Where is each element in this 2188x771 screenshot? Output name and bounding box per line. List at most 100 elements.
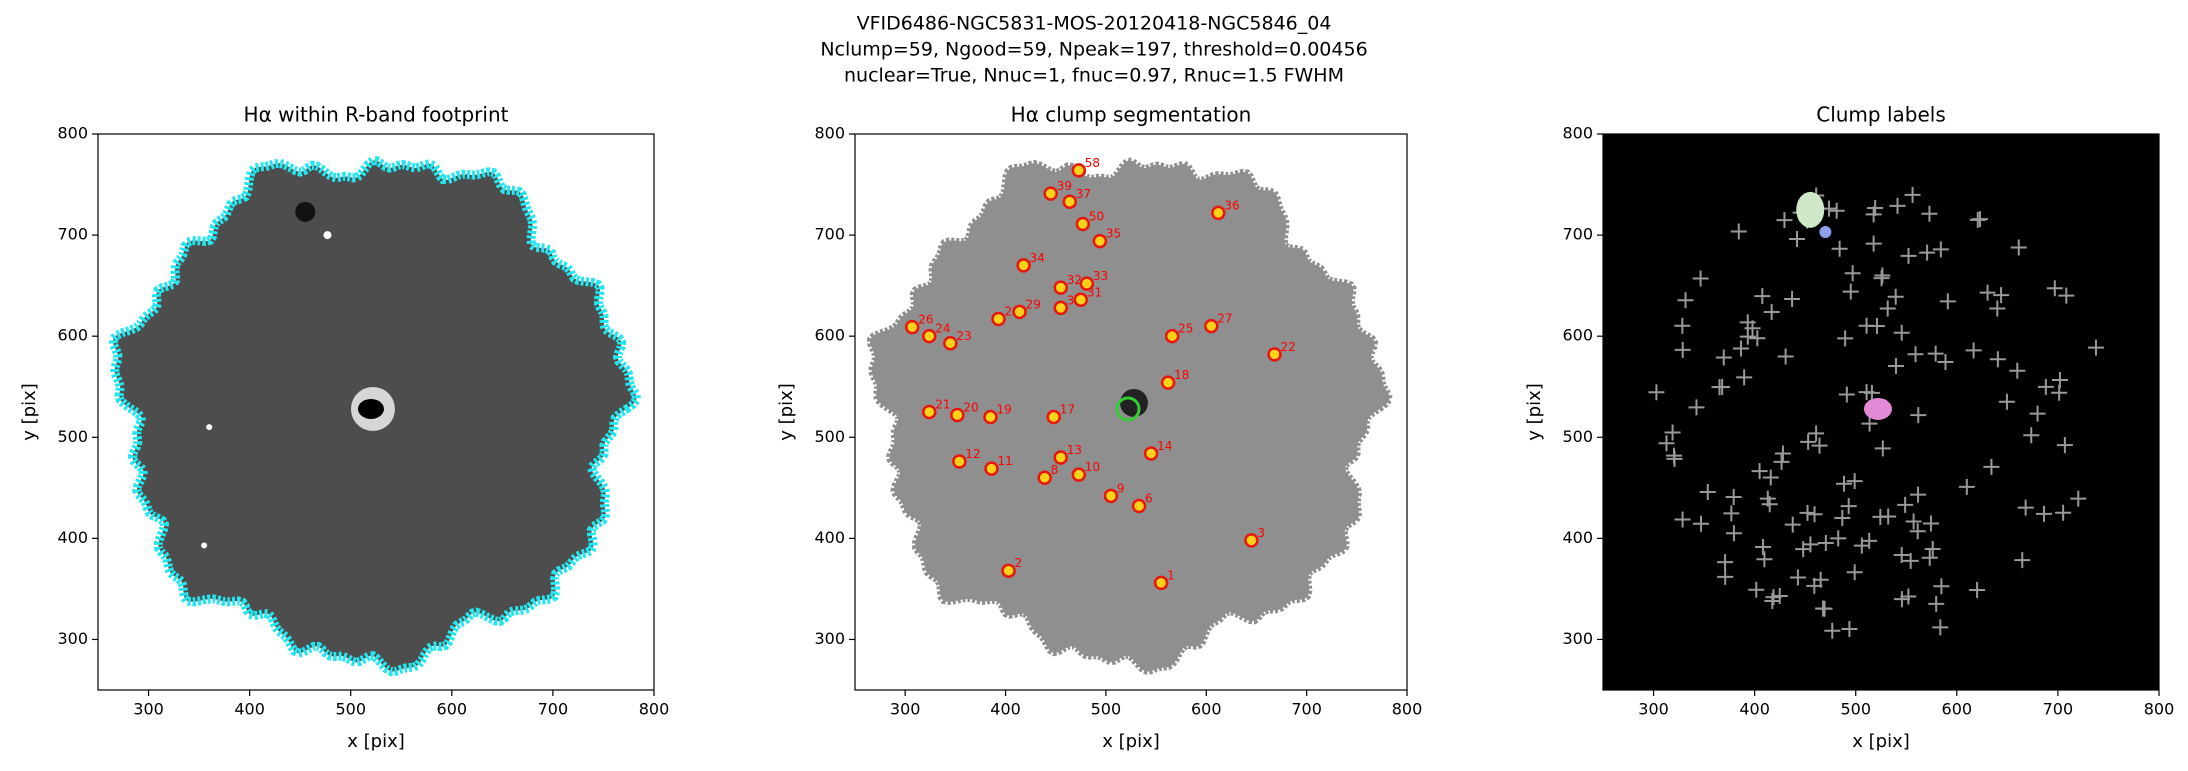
peak-cross [1919, 244, 1936, 261]
x-tick-label: 800 [2144, 700, 2175, 719]
peak-cross [1811, 437, 1828, 454]
peak-cross [1880, 508, 1897, 525]
clump-label: 50 [1089, 209, 1104, 223]
peak-cross [1749, 330, 1766, 347]
figure-subtitle: Nclump=59, Ngood=59, Npeak=197, threshol… [820, 39, 1367, 61]
y-tick-label: 700 [814, 225, 845, 244]
y-axis-label: y [pix] [1524, 383, 1545, 441]
peak-cross [1834, 509, 1851, 526]
peak-cross [1888, 358, 1904, 375]
peak-cross [1989, 300, 2006, 317]
figure-title: VFID6486-NGC5831-MOS-20120418-NGC5846_04 [857, 13, 1332, 35]
peak-cross [1830, 530, 1847, 547]
y-tick-label: 500 [57, 427, 88, 446]
peak-cross [2051, 371, 2068, 388]
clump-label: 33 [1093, 269, 1108, 283]
clump-marker [1053, 450, 1068, 465]
peak-cross [1900, 247, 1917, 264]
peak-cross [1846, 473, 1863, 490]
clump-marker [1103, 488, 1119, 504]
peak-cross [1927, 345, 1944, 362]
peak-cross [1666, 450, 1683, 467]
peak-cross [1846, 564, 1863, 581]
peak-cross [1725, 489, 1742, 506]
peak-cross [1937, 353, 1954, 370]
peak-cross [2056, 437, 2073, 454]
peak-cross [1836, 475, 1853, 492]
peak-cross [1711, 379, 1728, 396]
clump-marker [1153, 575, 1169, 591]
peak-cross [1831, 240, 1848, 257]
bright-spot [201, 542, 208, 549]
clump-marker [1079, 276, 1095, 291]
peak-cross [1842, 283, 1859, 300]
clump-label: 34 [1030, 251, 1045, 265]
clump-marker [922, 328, 937, 344]
peak-cross [1932, 619, 1949, 636]
peak-cross [2046, 280, 2063, 297]
peak-cross [1748, 581, 1765, 598]
peak-cross [1736, 369, 1753, 386]
peak-cross [1725, 525, 1742, 542]
peak-cross [1784, 290, 1801, 307]
x-tick-label: 700 [2043, 700, 2074, 719]
peak-cross [1924, 541, 1941, 558]
clump-label: 6 [1145, 492, 1153, 506]
y-tick-label: 400 [57, 528, 88, 547]
axes-title: Hα clump segmentation [1011, 103, 1252, 127]
clump-marker [952, 454, 967, 469]
peak-cross [2023, 427, 2040, 444]
panel [1603, 134, 2159, 690]
clump-marker [991, 311, 1006, 327]
peak-cross [1989, 351, 2006, 368]
peak-cross [1739, 314, 1756, 331]
peak-cross [1808, 425, 1825, 442]
x-tick-label: 500 [335, 700, 366, 719]
clump-marker [1160, 375, 1176, 390]
peak-cross [1802, 536, 1819, 553]
y-tick-label: 800 [1562, 124, 1593, 143]
peak-cross [1761, 496, 1778, 513]
peak-cross [1922, 515, 1939, 532]
x-tick-label: 700 [538, 700, 569, 719]
clump-label: 18 [1174, 368, 1189, 382]
clump-marker [950, 407, 965, 423]
peak-cross [1812, 571, 1829, 588]
peak-cross [1777, 348, 1794, 365]
peak-cross [1905, 513, 1922, 530]
peak-cross [2017, 499, 2034, 516]
peak-cross [1853, 537, 1870, 554]
peak-cross [1699, 483, 1716, 500]
x-tick-label: 300 [133, 700, 164, 719]
y-tick-label: 800 [814, 124, 845, 143]
y-tick-label: 500 [814, 427, 845, 446]
clump-label: 29 [1026, 297, 1041, 311]
peak-cross [1674, 511, 1691, 528]
figure-subtitle: nuclear=True, Nnuc=1, fnuc=0.97, Rnuc=1.… [844, 65, 1344, 87]
peak-cross [1763, 303, 1780, 320]
nuclear-clump [1115, 396, 1141, 422]
clump-label: 25 [1178, 322, 1193, 336]
peak-cross [2014, 552, 2031, 569]
clump-marker [1211, 205, 1226, 221]
peak-cross [1774, 445, 1791, 462]
y-axis-label: y [pix] [776, 383, 797, 441]
clump-label: 36 [1224, 198, 1239, 212]
clump-marker [1001, 563, 1016, 578]
peak-cross [1861, 415, 1878, 432]
peak-cross [1965, 342, 1982, 359]
peak-cross [1939, 293, 1956, 310]
peak-cross [1674, 317, 1691, 334]
clump-marker [1071, 163, 1087, 178]
peak-cross [1751, 463, 1768, 480]
y-tick-label: 700 [57, 225, 88, 244]
x-tick-label: 700 [1291, 700, 1322, 719]
clump-marker [1267, 347, 1282, 362]
peak-cross [1692, 515, 1709, 532]
peak-cross [2055, 504, 2072, 521]
peak-cross [2035, 505, 2052, 522]
y-tick-label: 700 [1562, 225, 1593, 244]
peak-cross [1921, 205, 1938, 222]
clump-label: 19 [996, 403, 1011, 417]
